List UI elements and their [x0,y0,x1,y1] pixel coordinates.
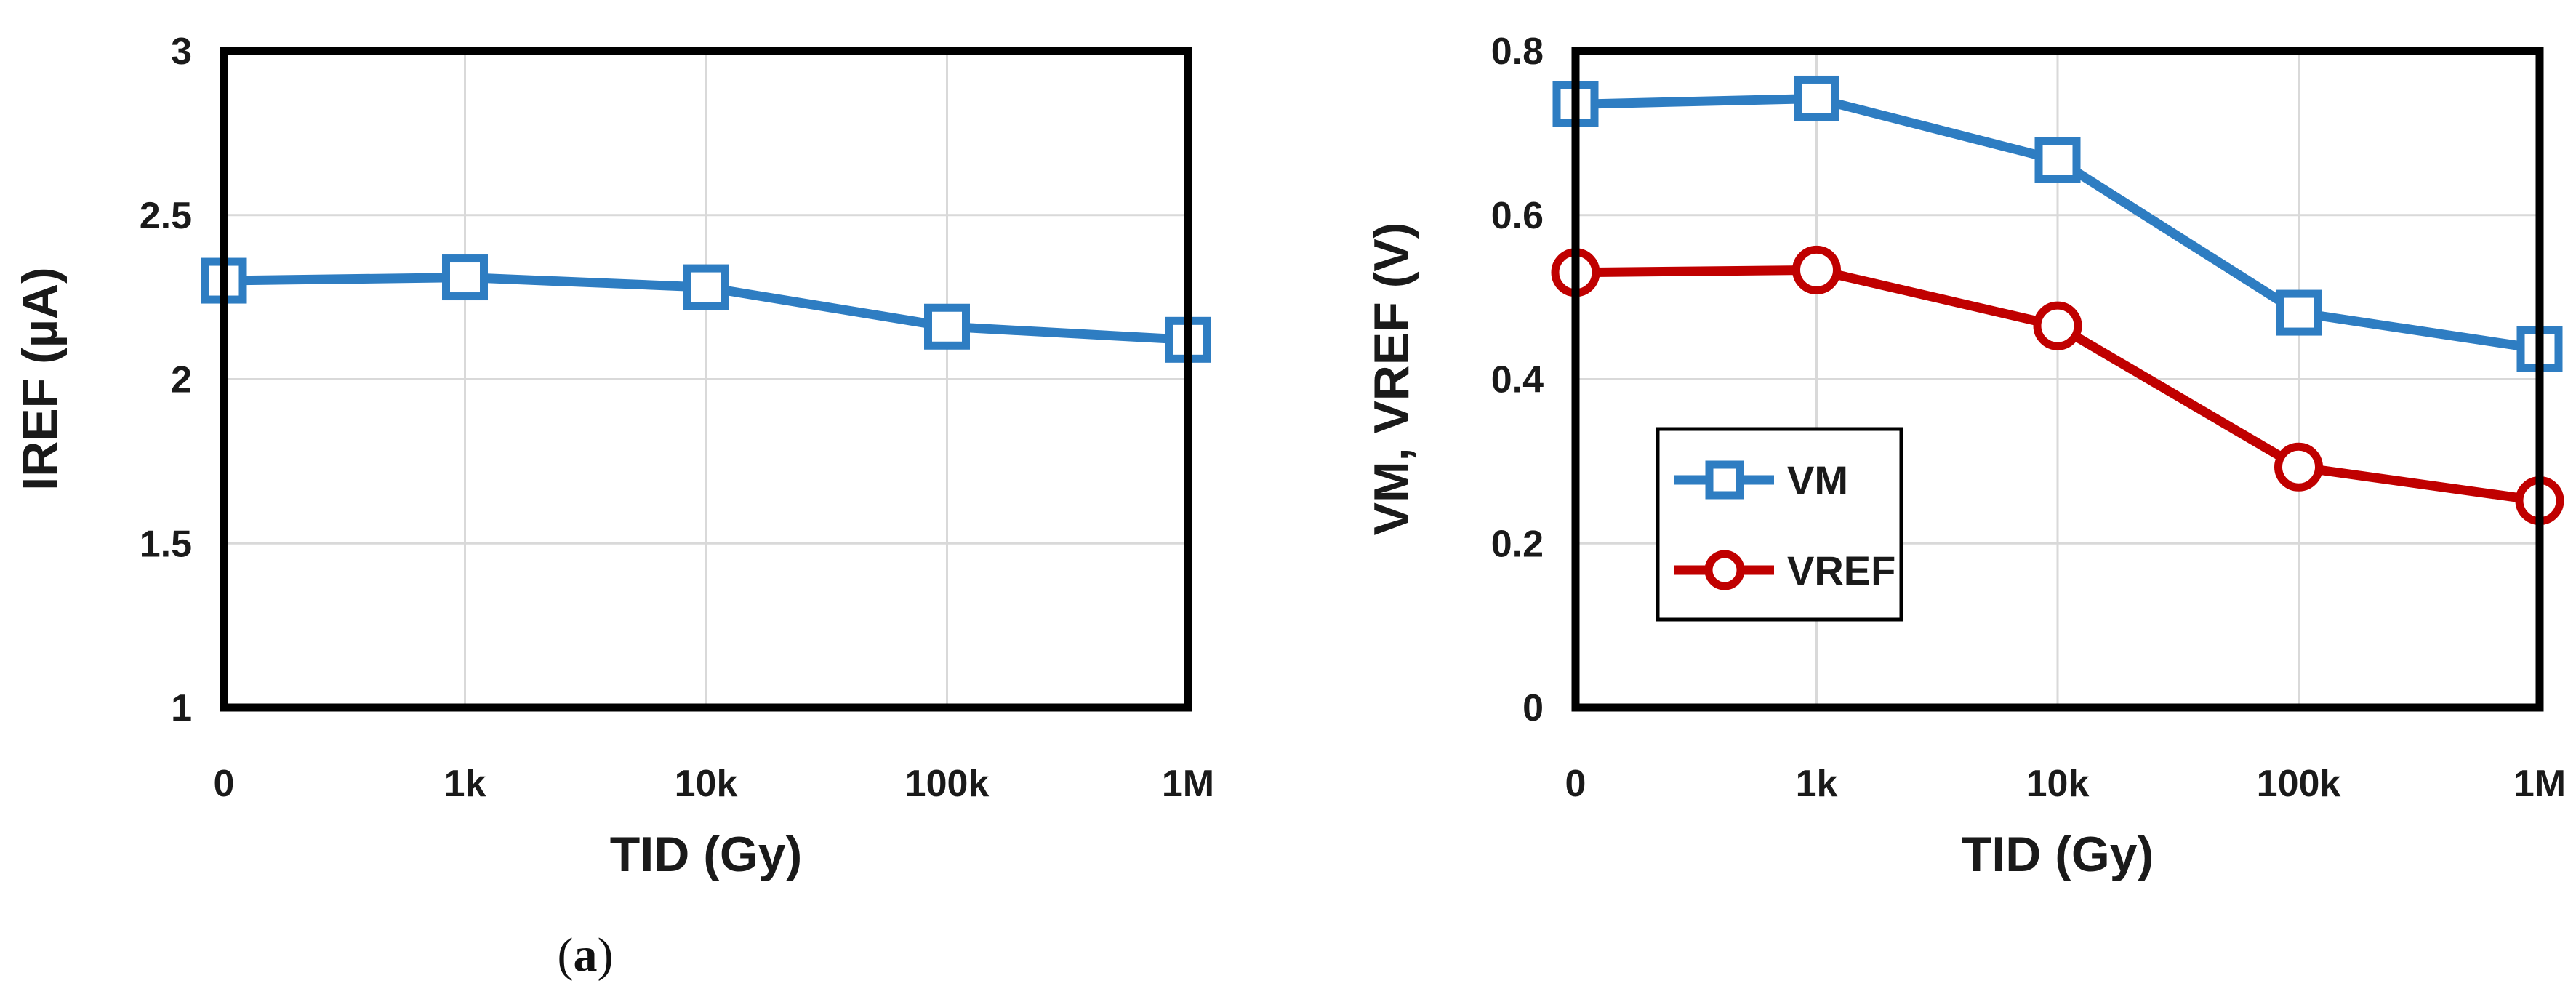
x-tick-labels: 0 1k 10k 100k 1M [1565,763,2567,805]
y-tick-labels: 1 1.5 2 2.5 3 [140,31,192,729]
caption-letter: a [574,929,598,982]
data-point-vref [2033,301,2082,350]
chart-panel-b: 0 0.2 0.4 0.6 0.8 0 1k 10k 100k 1M TID (Gy) VM, … [1364,31,2566,882]
x-tick-label: 1k [444,763,486,805]
caption-close-paren: ) [598,929,614,982]
legend-label-vref: VREF [1787,548,1895,593]
x-tick-label: 0 [214,763,235,805]
y-tick-label: 0.6 [1491,195,1544,237]
x-tick-label: 100k [2257,763,2341,805]
x-tick-label: 0 [1565,763,1586,805]
plot-area-frame [1571,47,2544,712]
y-tick-label: 2 [171,359,192,401]
data-point-series-1 [683,264,729,310]
x-axis-title: TID (Gy) [610,827,802,882]
data-point-series-1 [442,254,488,301]
data-point-vref [2274,442,2323,492]
y-tick-label: 0.8 [1491,31,1544,73]
y-tick-label: 0 [1522,687,1544,729]
y-tick-label: 1 [171,687,192,729]
y-tick-label: 2.5 [140,195,192,237]
x-tick-label: 10k [675,763,738,805]
x-axis-title: TID (Gy) [1962,827,2154,882]
legend-box [1656,427,1903,622]
data-point-vm [2034,137,2081,183]
y-tick-label: 1.5 [140,523,192,565]
gridlines [224,51,1188,708]
data-point-series-1 [924,303,970,350]
y-axis-title: VM, VREF (V) [1364,223,1419,536]
caption-open-paren: ( [558,929,574,982]
y-tick-label: 0.4 [1491,359,1544,401]
legend: VM VREF [1656,427,1903,622]
x-tick-label: 100k [905,763,990,805]
x-tick-labels: 0 1k 10k 100k 1M [214,763,1215,805]
y-tick-label: 3 [171,31,192,73]
x-tick-label: 1k [1796,763,1838,805]
y-tick-labels: 0 0.2 0.4 0.6 0.8 [1491,31,1544,729]
chart-panel-a: 1 1.5 2 2.5 3 0 1k 10k 100k 1M TID (Gy) IREF (µA… [12,31,1214,982]
legend-marker-vref [1704,550,1745,590]
x-tick-label: 10k [2026,763,2090,805]
legend-label-vm: VM [1787,457,1848,503]
x-tick-label: 1M [2513,763,2566,805]
data-point-vm [2276,289,2322,336]
data-point-vref [1792,245,1841,294]
legend-marker-vm [1705,460,1744,500]
x-tick-label: 1M [1162,763,1214,805]
panel-caption: (a) [558,929,614,982]
plot-area-frame [220,47,1192,712]
y-tick-label: 0.2 [1491,523,1544,565]
data-point-vm [1794,75,1839,121]
y-axis-title: IREF (µA) [12,267,68,490]
